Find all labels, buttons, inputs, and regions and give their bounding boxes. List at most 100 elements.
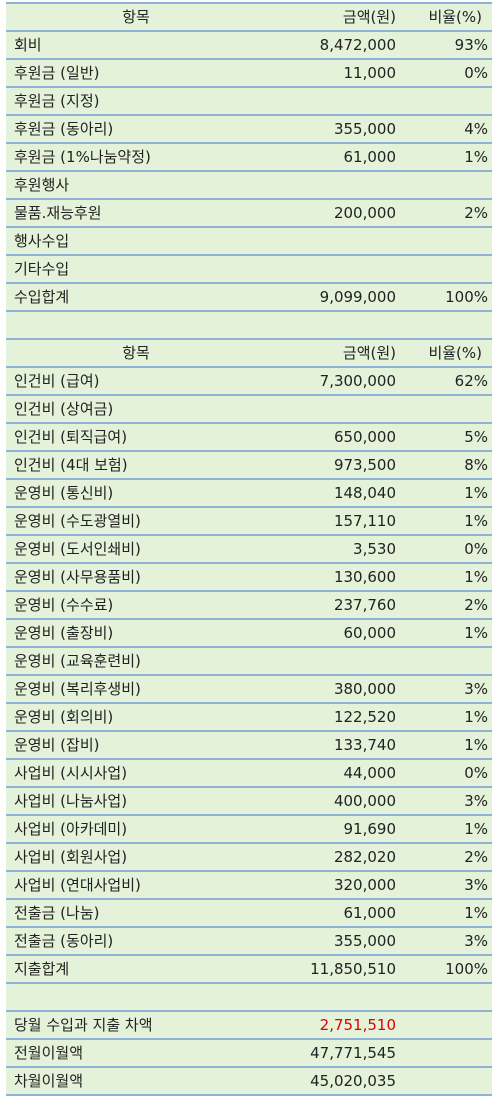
row-item: 후원금 (지정) <box>14 92 100 110</box>
row-ratio: 1% <box>464 708 488 726</box>
income-header-ratio: 비율(%) <box>428 8 482 26</box>
row-ratio: 1% <box>464 736 488 754</box>
table-row: 운영비 (교육훈련비) <box>6 648 492 676</box>
row-amount: 148,040 <box>333 484 396 502</box>
row-item: 수입합계 <box>14 288 70 306</box>
row-item: 후원금 (동아리) <box>14 120 114 138</box>
next-balance-row: 차월이월액 45,020,035 <box>6 1068 492 1096</box>
row-item: 운영비 (통신비) <box>14 484 114 502</box>
row-amount: 8,472,000 <box>319 36 396 54</box>
row-item: 인건비 (퇴직급여) <box>14 428 128 446</box>
row-amount: 400,000 <box>333 792 396 810</box>
row-item: 후원금 (일반) <box>14 64 100 82</box>
table-row: 운영비 (통신비) 148,040 1% <box>6 480 492 508</box>
row-item: 운영비 (수도광열비) <box>14 512 141 530</box>
row-item: 전출금 (나눔) <box>14 904 100 922</box>
table-row: 운영비 (수도광열비) 157,110 1% <box>6 508 492 536</box>
table-row: 운영비 (회의비) 122,520 1% <box>6 704 492 732</box>
expense-total-row: 지출합계 11,850,510 100% <box>6 956 492 984</box>
row-ratio: 1% <box>464 484 488 502</box>
prev-balance-row: 전월이월액 47,771,545 <box>6 1040 492 1068</box>
row-item: 운영비 (교육훈련비) <box>14 652 141 670</box>
row-item: 운영비 (잡비) <box>14 736 100 754</box>
table-row: 사업비 (아카데미) 91,690 1% <box>6 816 492 844</box>
row-amount: 973,500 <box>333 456 396 474</box>
income-total-row: 수입합계 9,099,000 100% <box>6 284 492 312</box>
row-ratio: 0% <box>464 64 488 82</box>
table-row: 행사수입 <box>6 228 492 256</box>
row-item: 인건비 (상여금) <box>14 400 114 418</box>
row-ratio: 1% <box>464 512 488 530</box>
expense-header-row: 항목 금액(원) 비율(%) <box>6 338 492 368</box>
row-amount: 11,850,510 <box>310 960 396 978</box>
table-row: 운영비 (잡비) 133,740 1% <box>6 732 492 760</box>
income-header-row: 항목 금액(원) 비율(%) <box>6 2 492 32</box>
row-ratio: 4% <box>464 120 488 138</box>
spacer-row <box>6 312 492 340</box>
table-row: 인건비 (상여금) <box>6 396 492 424</box>
table-row: 전출금 (동아리) 355,000 3% <box>6 928 492 956</box>
table-row: 후원금 (일반) 11,000 0% <box>6 60 492 88</box>
row-ratio: 3% <box>464 680 488 698</box>
table-row: 인건비 (급여) 7,300,000 62% <box>6 368 492 396</box>
row-ratio: 2% <box>464 848 488 866</box>
row-ratio: 93% <box>454 36 488 54</box>
row-ratio: 3% <box>464 876 488 894</box>
table-row: 인건비 (퇴직급여) 650,000 5% <box>6 424 492 452</box>
table-row: 후원행사 <box>6 172 492 200</box>
row-ratio: 1% <box>464 568 488 586</box>
row-amount: 200,000 <box>333 204 396 222</box>
table-row: 사업비 (시시사업) 44,000 0% <box>6 760 492 788</box>
row-ratio: 2% <box>464 204 488 222</box>
row-amount: 320,000 <box>333 876 396 894</box>
row-amount: 122,520 <box>333 708 396 726</box>
table-row: 사업비 (회원사업) 282,020 2% <box>6 844 492 872</box>
row-ratio: 62% <box>454 372 488 390</box>
row-amount: 61,000 <box>343 904 397 922</box>
row-item: 사업비 (연대사업비) <box>14 876 141 894</box>
row-item: 회비 <box>14 36 42 54</box>
table-row: 전출금 (나눔) 61,000 1% <box>6 900 492 928</box>
row-item: 사업비 (회원사업) <box>14 848 128 866</box>
expense-header-item: 항목 <box>122 344 150 362</box>
row-item: 후원금 (1%나눔약정) <box>14 148 151 166</box>
table-row: 운영비 (출장비) 60,000 1% <box>6 620 492 648</box>
table-row: 회비 8,472,000 93% <box>6 32 492 60</box>
row-item: 물품.재능후원 <box>14 204 102 222</box>
row-amount: 650,000 <box>333 428 396 446</box>
row-ratio: 3% <box>464 792 488 810</box>
row-amount: 3,530 <box>353 540 396 558</box>
row-amount: 60,000 <box>343 624 397 642</box>
table-row: 기타수입 <box>6 256 492 284</box>
table-row: 인건비 (4대 보험) 973,500 8% <box>6 452 492 480</box>
table-row: 후원금 (동아리) 355,000 4% <box>6 116 492 144</box>
row-ratio: 100% <box>445 960 488 978</box>
table-row: 운영비 (도서인쇄비) 3,530 0% <box>6 536 492 564</box>
row-amount: 282,020 <box>333 848 396 866</box>
row-amount: 237,760 <box>333 596 396 614</box>
row-item: 사업비 (나눔사업) <box>14 792 128 810</box>
row-item: 기타수입 <box>14 260 70 278</box>
row-amount: 9,099,000 <box>319 288 396 306</box>
row-amount: 47,771,545 <box>310 1044 396 1062</box>
row-amount: 7,300,000 <box>319 372 396 390</box>
expense-table: 항목 금액(원) 비율(%) 인건비 (급여) 7,300,000 62% 인건비 … <box>6 338 492 1012</box>
difference-amount: 2,751,510 <box>319 1016 396 1034</box>
summary-table: 당월 수입과 지출 차액 2,751,510 전월이월액 47,771,545 차월… <box>6 1010 492 1096</box>
row-ratio: 3% <box>464 932 488 950</box>
row-amount: 91,690 <box>343 820 397 838</box>
row-ratio: 1% <box>464 148 488 166</box>
table-row: 후원금 (1%나눔약정) 61,000 1% <box>6 144 492 172</box>
row-ratio: 5% <box>464 428 488 446</box>
row-ratio: 0% <box>464 764 488 782</box>
difference-row: 당월 수입과 지출 차액 2,751,510 <box>6 1010 492 1040</box>
row-amount: 61,000 <box>343 148 397 166</box>
row-item: 후원행사 <box>14 176 70 194</box>
row-item: 운영비 (도서인쇄비) <box>14 540 141 558</box>
row-item: 지출합계 <box>14 960 70 978</box>
row-amount: 355,000 <box>333 120 396 138</box>
row-amount: 130,600 <box>333 568 396 586</box>
income-table: 항목 금액(원) 비율(%) 회비 8,472,000 93% 후원금 (일반) 11… <box>6 2 492 340</box>
row-item: 행사수입 <box>14 232 70 250</box>
